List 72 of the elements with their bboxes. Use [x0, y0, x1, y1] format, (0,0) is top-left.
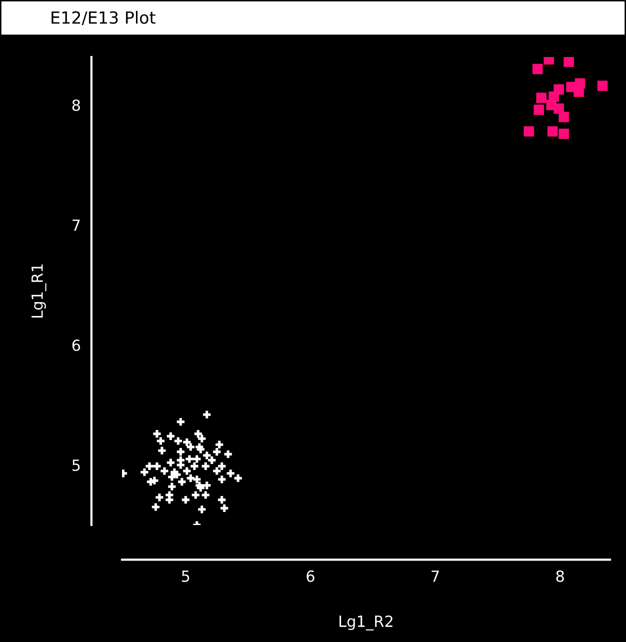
- point: [166, 432, 174, 440]
- point: [536, 92, 547, 103]
- point: [182, 496, 190, 504]
- point: [166, 458, 174, 466]
- point: [198, 434, 206, 442]
- point: [194, 430, 202, 438]
- y-tick-label: 7: [72, 220, 80, 231]
- point: [558, 112, 569, 122]
- point: [218, 496, 226, 504]
- x-axis-title: Lg1_R2: [340, 615, 392, 630]
- point: [168, 473, 176, 481]
- point: [558, 128, 569, 139]
- point: [176, 448, 184, 456]
- point: [166, 496, 174, 504]
- point: [208, 456, 216, 464]
- point: [218, 476, 226, 484]
- point: [216, 440, 224, 448]
- point: [176, 418, 184, 426]
- point: [196, 446, 204, 454]
- point: [176, 461, 184, 469]
- point: [183, 467, 191, 475]
- point: [174, 437, 182, 445]
- y-axis-title: Lg1_R1: [32, 264, 46, 318]
- point: [220, 504, 228, 512]
- y-tick-label: 5: [72, 460, 80, 472]
- point: [202, 491, 210, 499]
- y-tick-label: 6: [72, 339, 80, 352]
- point: [213, 467, 221, 475]
- point: [202, 462, 210, 470]
- point: [203, 482, 211, 490]
- point: [193, 476, 201, 484]
- point: [224, 450, 232, 458]
- x-tick-label: 6: [306, 570, 314, 582]
- point: [186, 455, 194, 463]
- point: [146, 462, 154, 470]
- y-tick-label: 8: [72, 99, 80, 112]
- point: [186, 443, 194, 451]
- point: [213, 448, 221, 456]
- point: [153, 462, 161, 470]
- point: [186, 474, 194, 482]
- point: [234, 474, 242, 482]
- point: [168, 482, 176, 490]
- point: [597, 80, 608, 91]
- point: [524, 126, 534, 137]
- point: [554, 103, 564, 114]
- point: [196, 484, 204, 492]
- point: [198, 506, 206, 514]
- point: [156, 494, 164, 502]
- point: [152, 503, 160, 511]
- point: [173, 470, 181, 478]
- point: [218, 462, 226, 470]
- chart-title: E12/E13 Plot: [52, 10, 156, 26]
- point: [140, 468, 148, 476]
- point: [153, 430, 161, 438]
- point: [547, 126, 558, 137]
- point: [183, 438, 191, 446]
- point: [178, 478, 186, 486]
- point: [564, 57, 574, 67]
- point: [226, 470, 234, 478]
- point: [532, 64, 543, 74]
- point: [160, 467, 168, 475]
- point: [192, 491, 200, 499]
- point: [156, 437, 164, 445]
- point: [534, 104, 544, 115]
- x-tick-label: 8: [556, 570, 564, 582]
- point: [203, 452, 211, 460]
- point: [190, 462, 198, 470]
- x-tick-label: 7: [432, 570, 439, 582]
- point: [193, 455, 201, 463]
- point: [203, 410, 211, 418]
- point: [158, 446, 166, 454]
- x-tick-label: 5: [182, 570, 190, 582]
